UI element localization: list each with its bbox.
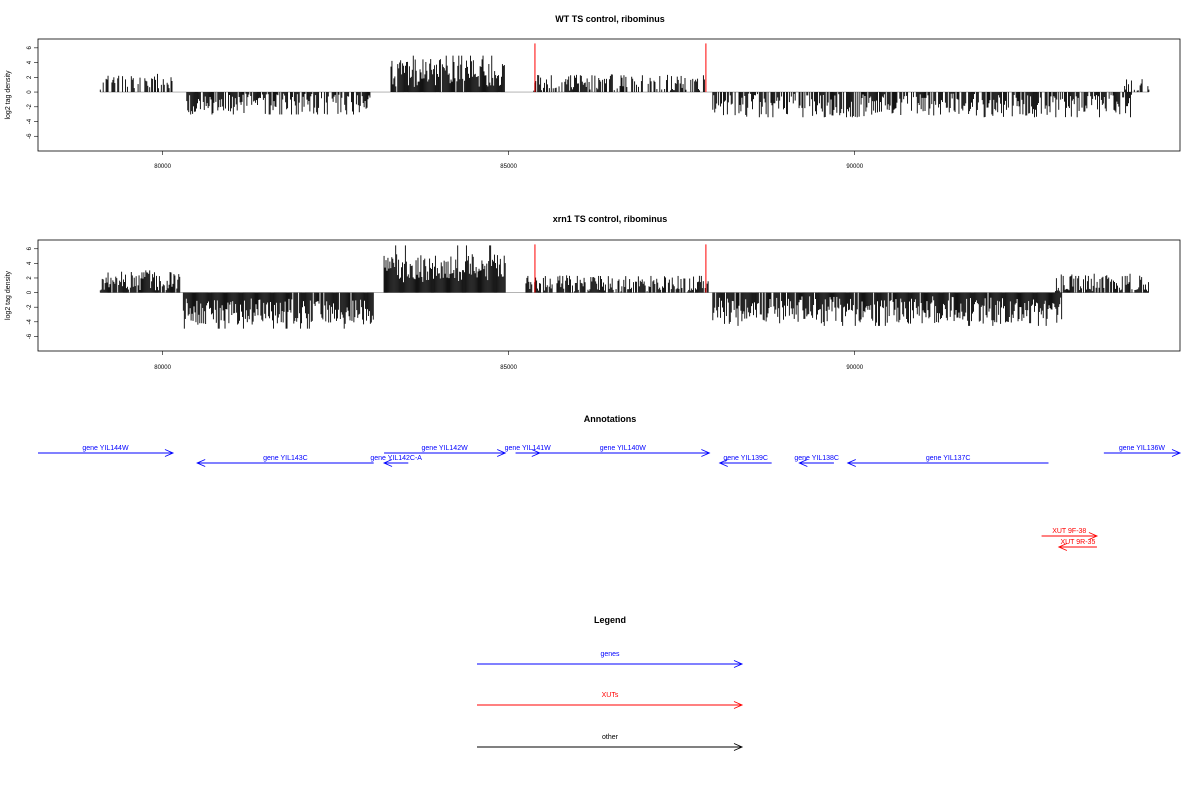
y-tick-label: 4 [27, 261, 33, 265]
arrow-head [798, 459, 808, 467]
y-tick-label: -4 [27, 118, 33, 124]
feature-gene-yil136w: gene YIL136W [1103, 445, 1182, 457]
legend-item-xuts: XUTs [477, 692, 744, 709]
feature-gene-yil144w: gene YIL144W [38, 445, 175, 457]
feature-gene-yil143c: gene YIL143C [196, 455, 374, 467]
arrow-head [196, 459, 206, 467]
feature-label: gene YIL137C [926, 455, 971, 462]
annotation-track: Annotations gene YIL144W gene YIL143C gene… [38, 414, 1182, 551]
bar-series [99, 55, 1150, 118]
feature-gene-yil140w: gene YIL140W [536, 445, 711, 457]
y-tick-label: 6 [27, 246, 33, 250]
annotations-title: Annotations [584, 414, 637, 424]
wt-track-panel: WT TS control, ribominus log2 tag density… [5, 14, 1181, 170]
feature-label: gene YIL142C-A [370, 455, 422, 462]
y-tick-label: 6 [27, 46, 33, 50]
arrow-head [733, 743, 744, 751]
feature-gene-yil137c: gene YIL137C [846, 455, 1049, 467]
feature-label: gene YIL136W [1119, 445, 1166, 452]
feature-xut-9r-35: XUT 9R-35 [1057, 539, 1097, 551]
y-tick-label: -6 [27, 333, 33, 339]
plot-frame [37, 239, 1181, 352]
arrow-head [701, 449, 711, 457]
legend-label: genes [600, 651, 620, 658]
x-tick-label: 85000 [500, 365, 517, 371]
legend-label: other [602, 734, 619, 741]
arrow-head [382, 459, 393, 467]
feature-gene-yil142c-a: gene YIL142C-A [370, 455, 422, 467]
legend: Legend genes XUTs other [477, 615, 744, 751]
bar-series [99, 245, 1149, 329]
panel-title: WT TS control, ribominus [555, 14, 665, 24]
y-tick-label: -2 [27, 304, 33, 310]
feature-gene-yil142w: gene YIL142W [384, 445, 507, 457]
legend-item-genes: genes [477, 651, 744, 668]
feature-label: gene YIL140W [600, 445, 647, 452]
y-tick-label: 0 [27, 290, 33, 294]
feature-label: XUT 9R-35 [1060, 539, 1095, 546]
feature-gene-yil138c: gene YIL138C [794, 455, 839, 467]
y-tick-label: 4 [27, 60, 33, 64]
arrow-head [718, 459, 728, 467]
arrow-head [1057, 543, 1068, 551]
feature-label: gene YIL143C [263, 455, 308, 462]
feature-label: gene YIL144W [82, 445, 129, 452]
y-tick-label: 2 [27, 75, 33, 79]
y-tick-label: -6 [27, 133, 33, 139]
arrow-head [164, 449, 175, 457]
legend-title: Legend [594, 615, 626, 625]
arrow-head [733, 701, 744, 709]
feature-label: XUT 9F-38 [1052, 528, 1086, 535]
feature-gene-yil139c: gene YIL139C [718, 455, 772, 467]
x-tick-label: 80000 [154, 164, 171, 170]
y-axis-label: log2 tag density [5, 270, 12, 320]
arrow-head [733, 660, 744, 668]
feature-xut-9f-38: XUT 9F-38 [1041, 528, 1099, 540]
xrn1-track-panel: xrn1 TS control, ribominus log2 tag densi… [5, 214, 1181, 371]
x-tick-label: 90000 [846, 164, 863, 170]
y-tick-label: -2 [27, 103, 33, 109]
plot-frame [37, 38, 1181, 152]
panel-title: xrn1 TS control, ribominus [553, 214, 668, 224]
x-tick-label: 85000 [500, 164, 517, 170]
legend-item-other: other [477, 734, 744, 751]
feature-label: gene YIL142W [422, 445, 469, 452]
feature-gene-yil141w: gene YIL141W [505, 445, 552, 457]
y-axis-label: log2 tag density [5, 70, 12, 120]
feature-label: gene YIL141W [505, 445, 552, 452]
y-tick-label: -4 [27, 318, 33, 324]
arrow-head [497, 449, 507, 457]
x-tick-label: 90000 [846, 365, 863, 371]
y-tick-label: 0 [27, 90, 33, 94]
feature-label: gene YIL139C [723, 455, 768, 462]
feature-label: gene YIL138C [794, 455, 839, 462]
legend-label: XUTs [602, 692, 619, 699]
arrow-head [846, 459, 856, 467]
x-tick-label: 80000 [154, 365, 171, 371]
y-tick-label: 2 [27, 276, 33, 280]
arrow-head [1171, 449, 1182, 457]
arrow-head [1088, 532, 1099, 540]
